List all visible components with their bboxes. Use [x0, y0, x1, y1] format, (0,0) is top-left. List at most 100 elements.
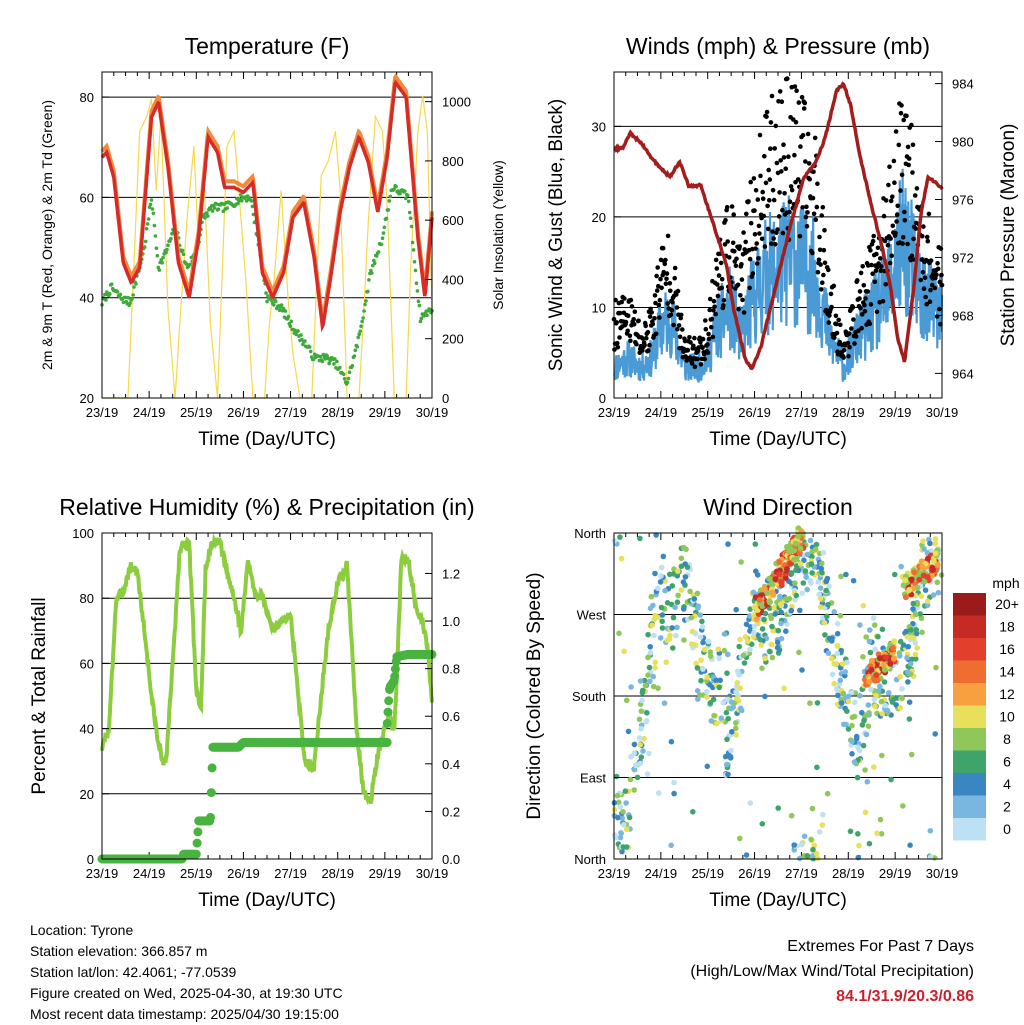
direction-point — [777, 593, 783, 600]
dewpoint-point — [338, 365, 342, 370]
direction-point — [748, 641, 755, 647]
direction-point — [932, 540, 939, 547]
dewpoint-point — [143, 239, 148, 244]
y-tick-label: South — [572, 689, 606, 704]
gust-point — [628, 338, 633, 344]
direction-point — [628, 684, 634, 690]
direction-point — [700, 639, 706, 646]
gust-point — [909, 122, 914, 128]
gust-point — [923, 294, 928, 300]
dewpoint-point — [147, 205, 152, 209]
gust-point — [747, 285, 752, 291]
direction-point — [652, 665, 658, 671]
precip-point — [382, 718, 392, 728]
x-tick-label: 27/19 — [274, 866, 307, 881]
gust-point — [929, 282, 935, 288]
gust-point — [820, 280, 825, 286]
direction-point — [833, 685, 840, 692]
gust-point — [800, 205, 805, 210]
gust-point — [831, 283, 837, 289]
direction-point — [797, 607, 803, 614]
direction-point — [652, 570, 658, 577]
direction-point — [859, 709, 865, 716]
gust-point — [757, 132, 763, 138]
direction-point — [820, 549, 827, 556]
gust-point — [810, 250, 815, 256]
direction-point — [725, 651, 731, 658]
direction-point — [899, 695, 905, 701]
direction-point — [878, 698, 885, 705]
extremes-values: 84.1/31.9/20.3/0.86 — [836, 988, 974, 1005]
direction-point — [673, 632, 679, 639]
direction-point — [807, 700, 813, 706]
direction-point — [814, 764, 820, 771]
direction-point — [616, 799, 622, 806]
gust-point — [857, 296, 862, 301]
y-right-tick-label: 0.6 — [442, 709, 460, 724]
direction-point — [776, 559, 783, 566]
direction-point — [934, 579, 940, 586]
station-info: Location: Tyrone Station elevation: 366.… — [30, 920, 343, 1025]
direction-point — [672, 604, 678, 611]
gust-point — [799, 94, 805, 100]
gust-point — [625, 313, 631, 319]
gust-point — [934, 314, 940, 319]
speed-legend-label: 4 — [1003, 776, 1011, 792]
direction-point — [899, 686, 905, 692]
gust-point — [860, 264, 865, 269]
direction-point — [730, 704, 736, 710]
dewpoint-point — [413, 268, 418, 273]
gust-point — [924, 301, 929, 307]
gust-point — [729, 204, 735, 209]
gust-point — [770, 187, 776, 193]
direction-point — [662, 587, 668, 594]
dewpoint-point — [151, 211, 156, 216]
precip-point — [207, 763, 217, 773]
direction-point — [820, 811, 826, 818]
direction-point — [703, 689, 710, 695]
gust-point — [656, 302, 662, 308]
direction-point — [732, 720, 739, 726]
direction-point — [759, 603, 766, 609]
x-tick-label: 23/19 — [86, 405, 119, 420]
dewpoint-point — [142, 245, 147, 249]
relative-humidity-line — [100, 533, 434, 806]
gust-point — [888, 198, 894, 204]
created-text: Figure created on Wed, 2025-04-30, at 19… — [30, 985, 343, 1001]
direction-point — [631, 787, 637, 793]
gust-point — [649, 310, 654, 315]
dewpoint-point — [347, 370, 352, 375]
gust-point — [792, 152, 797, 158]
direction-point — [674, 599, 681, 605]
gust-point — [865, 289, 870, 294]
gust-point — [817, 247, 823, 253]
gust-point — [615, 345, 621, 350]
direction-point — [834, 630, 841, 637]
gust-point — [707, 296, 713, 302]
direction-point — [647, 678, 653, 685]
gust-point — [924, 234, 930, 240]
gust-point — [887, 164, 892, 170]
gust-point — [867, 321, 873, 327]
direction-point — [850, 577, 857, 584]
direction-point — [637, 742, 643, 748]
gust-point — [859, 325, 864, 331]
direction-point — [815, 579, 822, 585]
gust-point — [798, 144, 803, 149]
dewpoint-point — [357, 332, 362, 337]
gust-point — [732, 249, 737, 254]
gust-point — [926, 211, 932, 217]
direction-point — [671, 790, 677, 797]
gust-point — [663, 257, 668, 263]
dewpoint-point — [283, 309, 288, 313]
direction-point — [724, 736, 730, 743]
gust-point — [644, 335, 649, 341]
gust-point — [658, 276, 663, 282]
direction-point — [704, 694, 710, 700]
gust-point — [705, 350, 711, 355]
direction-point — [880, 662, 887, 669]
direction-point — [890, 655, 897, 662]
speed-legend-swatch — [953, 750, 986, 773]
dewpoint-point — [160, 261, 164, 265]
dewpoint-point — [388, 194, 393, 199]
